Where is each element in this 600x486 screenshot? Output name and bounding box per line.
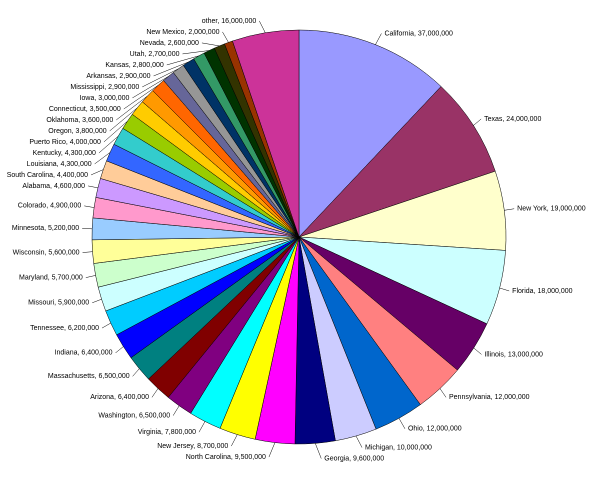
data-label: Missouri, 5,900,000 <box>28 300 89 307</box>
leader-line <box>398 418 406 429</box>
data-label: Maryland, 5,700,000 <box>19 274 83 281</box>
leader-line <box>182 50 210 55</box>
leader-line <box>98 136 119 154</box>
data-label: Texas, 24,000,000 <box>484 116 541 123</box>
pie-slice <box>298 86 496 238</box>
leader-line <box>375 33 382 45</box>
pie-slice <box>298 29 442 238</box>
data-label: Colorado, 4,900,000 <box>18 203 82 210</box>
leader-line <box>142 68 179 88</box>
leader-line <box>268 442 276 458</box>
leader-line <box>153 61 189 77</box>
data-label: Massachusetts, 6,500,000 <box>48 373 130 380</box>
data-label: Puerto Rico, 4,000,000 <box>29 139 101 146</box>
pie-slice <box>232 29 300 238</box>
data-label: Ohio, 12,000,000 <box>408 426 462 433</box>
leader-line <box>151 388 159 398</box>
data-label: North Carolina, 9,500,000 <box>186 454 266 461</box>
leader-line <box>473 118 482 126</box>
data-label: Louisiana, 4,300,000 <box>27 161 92 168</box>
data-label: Iowa, 3,000,000 <box>80 95 130 102</box>
leader-line <box>94 152 111 165</box>
leader-line <box>116 95 148 121</box>
leader-line <box>473 347 482 355</box>
data-label: Utah, 2,700,000 <box>130 51 180 58</box>
data-label: Washington, 6,500,000 <box>98 412 170 419</box>
leader-line <box>123 85 159 110</box>
leader-line <box>115 346 124 354</box>
leader-line <box>101 322 111 329</box>
data-label: Michigan, 10,000,000 <box>365 444 432 451</box>
leader-line <box>166 55 199 66</box>
data-label: Oklahoma, 3,600,000 <box>46 117 113 124</box>
leader-line <box>504 208 515 211</box>
data-label: Florida, 18,000,000 <box>512 288 572 295</box>
leader-line <box>201 42 220 47</box>
leader-line <box>315 443 322 459</box>
data-label: Arizona, 6,400,000 <box>90 394 149 401</box>
leader-line <box>132 368 140 377</box>
leader-line <box>90 169 104 176</box>
data-label: Oregon, 3,800,000 <box>48 128 106 135</box>
leader-line <box>132 76 169 99</box>
data-label: Mississippi, 2,900,000 <box>70 84 139 91</box>
leader-line <box>92 298 102 304</box>
data-label: Tennessee, 6,200,000 <box>30 325 99 332</box>
data-label: Arkansas, 2,900,000 <box>86 73 150 80</box>
leader-line <box>198 421 206 433</box>
data-label: South Carolina, 4,400,000 <box>7 172 88 179</box>
leader-line <box>172 405 180 416</box>
data-label: Wisconsin, 5,600,000 <box>13 249 80 256</box>
leader-line <box>222 31 229 43</box>
data-label: New Mexico, 2,000,000 <box>146 29 219 36</box>
leader-line <box>88 185 98 189</box>
data-label: other, 16,000,000 <box>202 18 257 25</box>
data-label: Indiana, 6,400,000 <box>55 350 113 357</box>
data-label: California, 37,000,000 <box>384 30 453 37</box>
leader-line <box>84 205 95 208</box>
data-label: Kentucky, 4,300,000 <box>33 150 96 157</box>
data-label: Connecticut, 3,500,000 <box>49 106 121 113</box>
leader-line <box>439 388 447 398</box>
data-label: Minnesota, 5,200,000 <box>12 225 79 232</box>
leader-line <box>499 287 510 292</box>
data-label: Virginia, 7,800,000 <box>138 429 196 436</box>
data-label: New Jersey, 8,700,000 <box>157 443 228 450</box>
data-label: Pennsylvania, 12,000,000 <box>449 394 530 401</box>
leader-line <box>109 107 138 132</box>
leader-line <box>259 20 266 33</box>
leader-line <box>231 434 238 447</box>
data-label: Georgia, 9,600,000 <box>324 455 384 462</box>
data-label: Illinois, 13,000,000 <box>484 351 542 358</box>
leader-line <box>82 251 93 253</box>
data-label: Alabama, 4,600,000 <box>22 183 85 190</box>
leader-line <box>355 435 363 448</box>
leader-line <box>103 121 128 143</box>
leader-line <box>85 275 96 278</box>
data-label: Kansas, 2,800,000 <box>105 62 163 69</box>
data-label: Nevada, 2,600,000 <box>140 40 199 47</box>
data-label: New York, 19,000,000 <box>517 206 586 213</box>
